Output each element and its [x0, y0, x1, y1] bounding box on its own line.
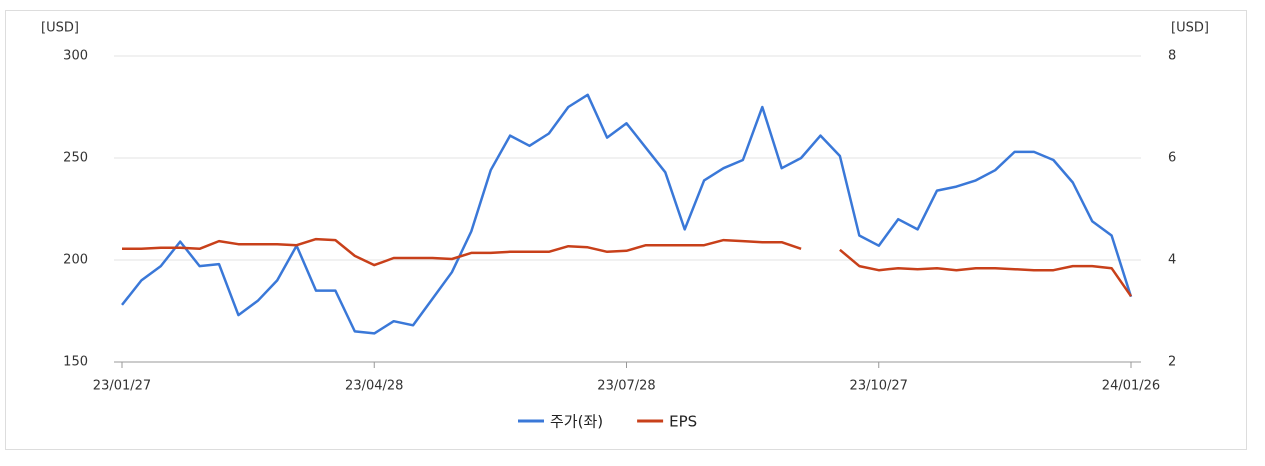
y-tick-label: 250 [63, 151, 88, 166]
x-tick-label: 23/01/27 [93, 379, 151, 394]
y2-tick-label: 4 [1168, 253, 1176, 268]
chart-frame [5, 10, 1247, 450]
legend-label: 주가(좌) [550, 413, 603, 431]
y-unit: [USD] [41, 21, 79, 36]
legend-label: EPS [669, 413, 697, 431]
y2-tick-label: 2 [1168, 355, 1176, 370]
x-tick-label: 23/10/27 [850, 379, 908, 394]
y-tick-label: 200 [63, 253, 88, 268]
legend: 주가(좌) EPS [518, 413, 697, 431]
x-tick-label: 23/04/28 [345, 379, 403, 394]
series-line [122, 237, 1133, 297]
y-tick-label: 300 [63, 49, 88, 64]
series-line [121, 93, 1133, 335]
y-tick-label: 150 [63, 355, 88, 370]
y2-tick-label: 6 [1168, 151, 1176, 166]
x-tick-label: 24/01/26 [1102, 379, 1160, 394]
y2-tick-label: 8 [1168, 49, 1176, 64]
y2-unit: [USD] [1171, 21, 1209, 36]
x-tick-label: 23/07/28 [597, 379, 655, 394]
